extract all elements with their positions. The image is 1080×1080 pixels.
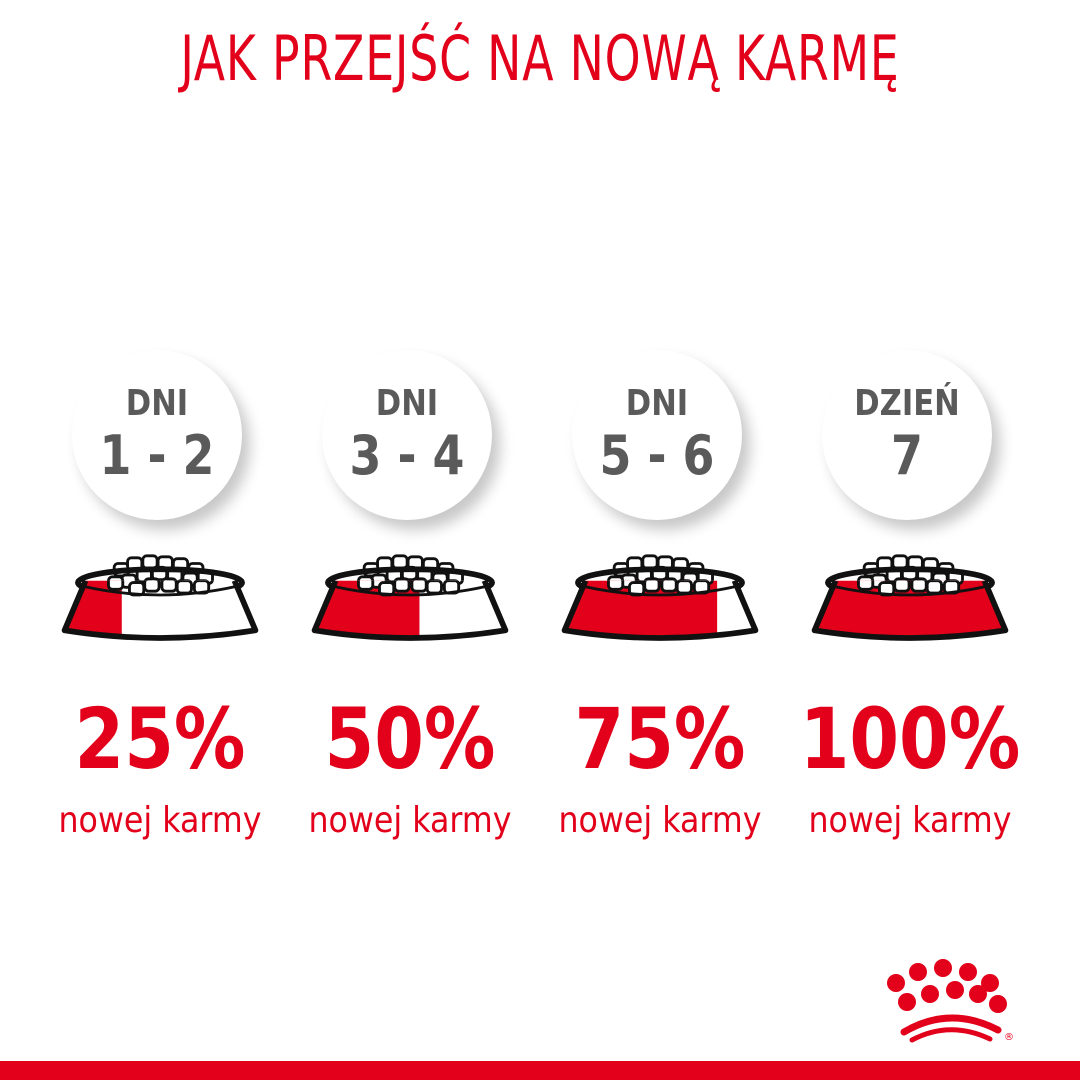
day-circle: DNI 5 - 6 <box>572 350 742 520</box>
day-range: 3 - 4 <box>349 424 465 487</box>
food-bowl-icon <box>61 554 259 641</box>
percent-value: 75% <box>574 690 746 788</box>
day-label: DNI <box>625 383 689 424</box>
bottom-brand-bar <box>0 1061 1080 1080</box>
page-title: JAK PRZEJŚĆ NA NOWĄ KARMĘ <box>180 22 900 95</box>
food-bowl-icon <box>811 554 1009 641</box>
day-circle: DZIEŃ 7 <box>822 350 992 520</box>
day-circle: DNI 1 - 2 <box>72 350 242 520</box>
percent-caption: nowej karmy <box>58 800 262 841</box>
percent-value: 100% <box>799 690 1021 788</box>
day-range: 7 <box>891 424 923 487</box>
day-range: 1 - 2 <box>99 424 215 487</box>
day-range: 5 - 6 <box>599 424 715 487</box>
day-label: DNI <box>125 383 189 424</box>
transition-step: DNI 1 - 2 25% nowej karmy <box>50 350 300 870</box>
day-circle: DNI 3 - 4 <box>322 350 492 520</box>
transition-step: DNI 3 - 4 50% nowej karmy <box>300 350 550 870</box>
percent-caption: nowej karmy <box>308 800 512 841</box>
food-bowl-icon <box>311 554 509 641</box>
percent-value: 25% <box>74 690 246 788</box>
food-bowl-icon <box>561 554 759 641</box>
royal-canin-crown-logo: ® <box>887 959 1014 1043</box>
svg-text:®: ® <box>1004 1032 1014 1043</box>
day-label: DZIEŃ <box>854 383 960 424</box>
transition-step: DZIEŃ 7 100% nowej karmy <box>800 350 1050 870</box>
percent-value: 50% <box>324 690 496 788</box>
transition-step: DNI 5 - 6 75% nowej karmy <box>550 350 800 870</box>
percent-caption: nowej karmy <box>558 800 762 841</box>
day-label: DNI <box>375 383 439 424</box>
percent-caption: nowej karmy <box>808 800 1012 841</box>
